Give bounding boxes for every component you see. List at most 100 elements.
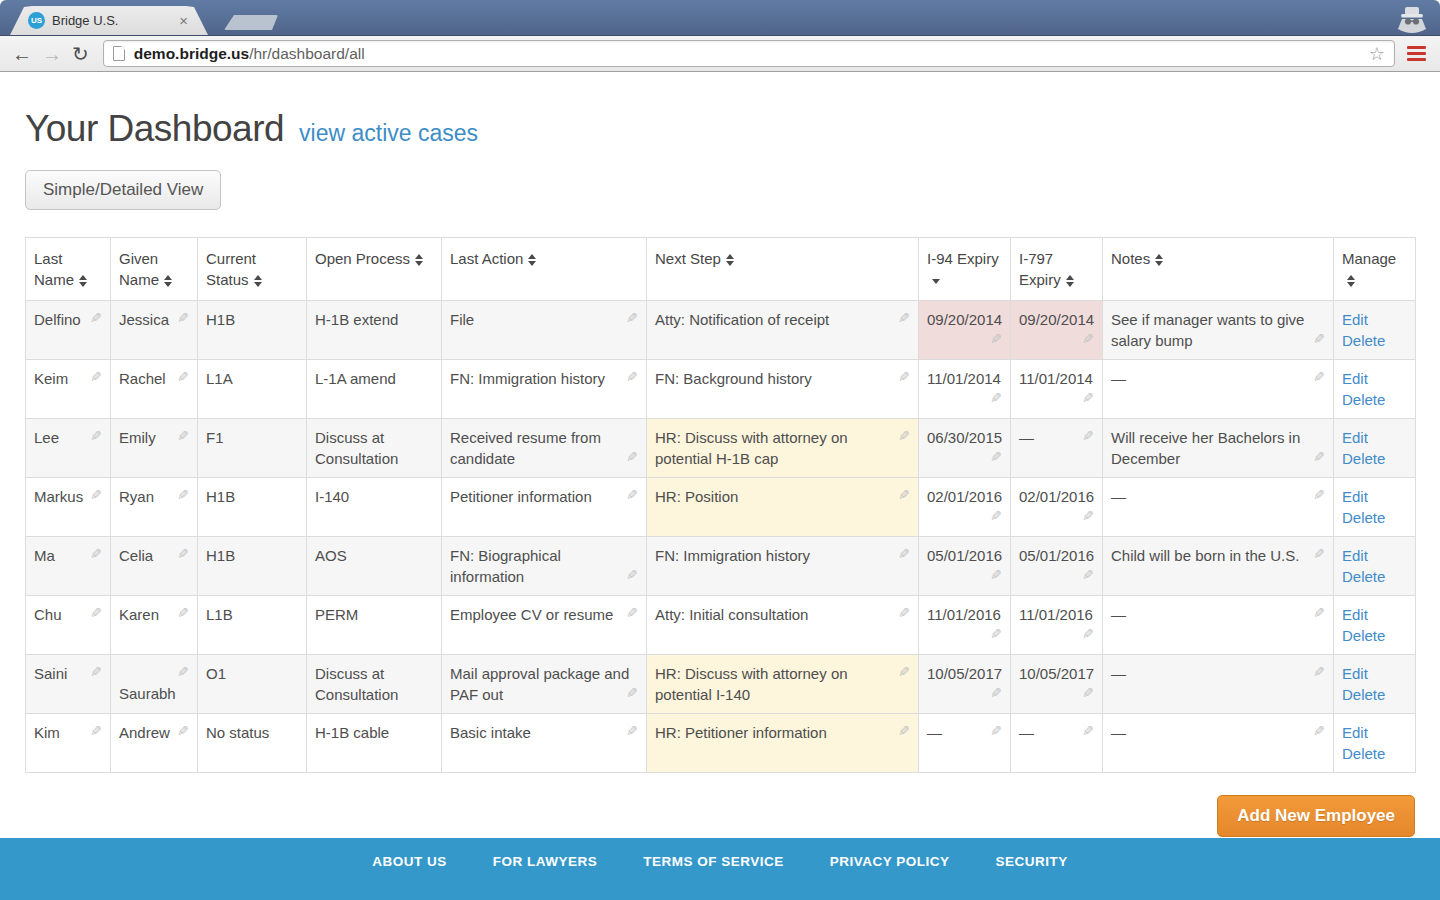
edit-link[interactable]: Edit [1342, 486, 1407, 507]
footer-link-terms-of-service[interactable]: TERMS OF SERVICE [643, 854, 784, 900]
back-button[interactable]: ← [12, 44, 32, 64]
edit-pencil-icon[interactable]: ✎ [1082, 330, 1094, 350]
edit-pencil-icon[interactable]: ✎ [1313, 545, 1325, 565]
edit-link[interactable]: Edit [1342, 722, 1407, 743]
column-header-manage[interactable]: Manage [1334, 238, 1416, 301]
edit-pencil-icon[interactable]: ✎ [1082, 566, 1094, 586]
edit-link[interactable]: Edit [1342, 545, 1407, 566]
edit-pencil-icon[interactable]: ✎ [990, 566, 1002, 586]
edit-pencil-icon[interactable]: ✎ [177, 604, 189, 624]
edit-pencil-icon[interactable]: ✎ [177, 545, 189, 565]
given-name-cell: ✎Rachel [111, 360, 198, 419]
column-header-current-status[interactable]: Current Status [198, 238, 307, 301]
edit-pencil-icon[interactable]: ✎ [90, 427, 102, 447]
edit-pencil-icon[interactable]: ✎ [1313, 722, 1325, 742]
edit-pencil-icon[interactable]: ✎ [1313, 604, 1325, 624]
edit-link[interactable]: Edit [1342, 368, 1407, 389]
edit-link[interactable]: Edit [1342, 663, 1407, 684]
footer-link-for-lawyers[interactable]: FOR LAWYERS [493, 854, 598, 900]
reload-button[interactable]: ↻ [72, 44, 89, 64]
edit-pencil-icon[interactable]: ✎ [177, 486, 189, 506]
edit-pencil-icon[interactable]: ✎ [898, 663, 910, 683]
edit-pencil-icon[interactable]: ✎ [1082, 427, 1094, 447]
edit-pencil-icon[interactable]: ✎ [90, 486, 102, 506]
delete-link[interactable]: Delete [1342, 743, 1407, 764]
footer-link-security[interactable]: SECURITY [996, 854, 1068, 900]
edit-pencil-icon[interactable]: ✎ [1313, 448, 1325, 468]
edit-pencil-icon[interactable]: ✎ [626, 684, 638, 704]
edit-pencil-icon[interactable]: ✎ [1313, 330, 1325, 350]
edit-pencil-icon[interactable]: ✎ [626, 309, 638, 329]
column-header-next-step[interactable]: Next Step [647, 238, 919, 301]
edit-pencil-icon[interactable]: ✎ [1082, 625, 1094, 645]
column-header-notes[interactable]: Notes [1103, 238, 1334, 301]
edit-pencil-icon[interactable]: ✎ [1082, 507, 1094, 527]
edit-pencil-icon[interactable]: ✎ [177, 427, 189, 447]
edit-pencil-icon[interactable]: ✎ [1313, 368, 1325, 388]
column-header-last-name[interactable]: Last Name [26, 238, 111, 301]
edit-pencil-icon[interactable]: ✎ [990, 684, 1002, 704]
delete-link[interactable]: Delete [1342, 448, 1407, 469]
delete-link[interactable]: Delete [1342, 330, 1407, 351]
edit-pencil-icon[interactable]: ✎ [898, 368, 910, 388]
edit-pencil-icon[interactable]: ✎ [990, 507, 1002, 527]
column-header-open-process[interactable]: Open Process [307, 238, 442, 301]
edit-pencil-icon[interactable]: ✎ [990, 389, 1002, 409]
browser-menu-icon[interactable] [1405, 43, 1428, 64]
edit-pencil-icon[interactable]: ✎ [990, 330, 1002, 350]
edit-pencil-icon[interactable]: ✎ [177, 368, 189, 388]
edit-pencil-icon[interactable]: ✎ [90, 604, 102, 624]
delete-link[interactable]: Delete [1342, 625, 1407, 646]
delete-link[interactable]: Delete [1342, 684, 1407, 705]
address-bar[interactable]: demo.bridge.us/hr/dashboard/all ☆ [103, 40, 1395, 67]
url-text[interactable]: demo.bridge.us/hr/dashboard/all [134, 45, 365, 63]
new-tab-button[interactable] [224, 15, 278, 30]
add-new-employee-button[interactable]: Add New Employee [1217, 795, 1415, 837]
edit-pencil-icon[interactable]: ✎ [177, 663, 189, 683]
delete-link[interactable]: Delete [1342, 566, 1407, 587]
edit-pencil-icon[interactable]: ✎ [90, 309, 102, 329]
edit-pencil-icon[interactable]: ✎ [1313, 663, 1325, 683]
column-header-last-action[interactable]: Last Action [442, 238, 647, 301]
edit-pencil-icon[interactable]: ✎ [177, 309, 189, 329]
edit-pencil-icon[interactable]: ✎ [1082, 722, 1094, 742]
column-header-given-name[interactable]: Given Name [111, 238, 198, 301]
column-header-i-797-expiry[interactable]: I-797 Expiry [1011, 238, 1103, 301]
edit-pencil-icon[interactable]: ✎ [990, 722, 1002, 742]
edit-pencil-icon[interactable]: ✎ [898, 427, 910, 447]
edit-pencil-icon[interactable]: ✎ [990, 448, 1002, 468]
simple-detailed-view-button[interactable]: Simple/Detailed View [25, 170, 221, 210]
edit-pencil-icon[interactable]: ✎ [990, 625, 1002, 645]
edit-pencil-icon[interactable]: ✎ [90, 663, 102, 683]
edit-pencil-icon[interactable]: ✎ [898, 486, 910, 506]
edit-pencil-icon[interactable]: ✎ [90, 545, 102, 565]
column-header-i-94-expiry[interactable]: I-94 Expiry [919, 238, 1011, 301]
edit-pencil-icon[interactable]: ✎ [1082, 684, 1094, 704]
browser-tab[interactable]: US Bridge U.S. × [10, 6, 208, 35]
delete-link[interactable]: Delete [1342, 389, 1407, 410]
edit-pencil-icon[interactable]: ✎ [898, 604, 910, 624]
tab-close-icon[interactable]: × [179, 12, 188, 29]
edit-pencil-icon[interactable]: ✎ [898, 545, 910, 565]
edit-pencil-icon[interactable]: ✎ [1082, 389, 1094, 409]
footer-link-about-us[interactable]: ABOUT US [372, 854, 447, 900]
edit-pencil-icon[interactable]: ✎ [898, 309, 910, 329]
edit-pencil-icon[interactable]: ✎ [626, 368, 638, 388]
edit-pencil-icon[interactable]: ✎ [898, 722, 910, 742]
delete-link[interactable]: Delete [1342, 507, 1407, 528]
edit-pencil-icon[interactable]: ✎ [626, 448, 638, 468]
edit-pencil-icon[interactable]: ✎ [90, 368, 102, 388]
edit-link[interactable]: Edit [1342, 427, 1407, 448]
edit-pencil-icon[interactable]: ✎ [177, 722, 189, 742]
edit-pencil-icon[interactable]: ✎ [626, 722, 638, 742]
edit-pencil-icon[interactable]: ✎ [626, 604, 638, 624]
edit-pencil-icon[interactable]: ✎ [1313, 486, 1325, 506]
edit-pencil-icon[interactable]: ✎ [90, 722, 102, 742]
edit-link[interactable]: Edit [1342, 309, 1407, 330]
edit-pencil-icon[interactable]: ✎ [626, 566, 638, 586]
view-active-cases-link[interactable]: view active cases [299, 120, 478, 147]
bookmark-star-icon[interactable]: ☆ [1369, 43, 1385, 65]
edit-link[interactable]: Edit [1342, 604, 1407, 625]
footer-link-privacy-policy[interactable]: PRIVACY POLICY [830, 854, 950, 900]
edit-pencil-icon[interactable]: ✎ [626, 486, 638, 506]
